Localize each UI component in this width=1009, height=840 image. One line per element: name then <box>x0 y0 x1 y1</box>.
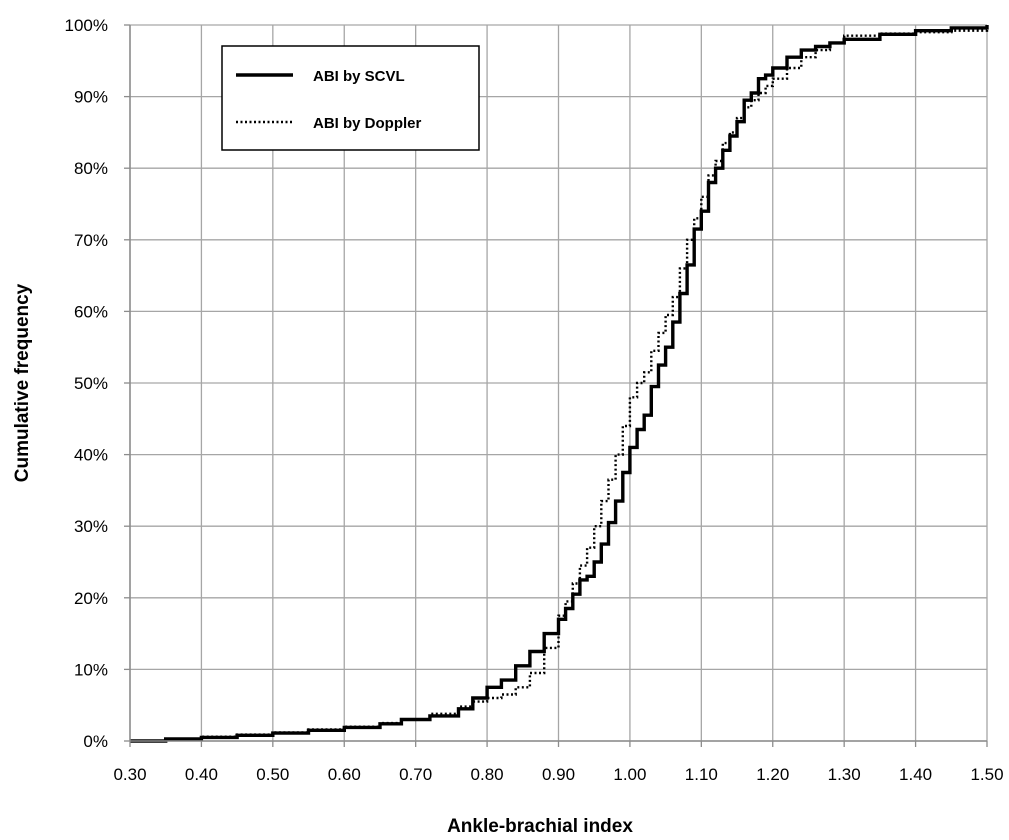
x-tick-label: 1.40 <box>899 765 932 784</box>
y-tick-label: 60% <box>74 302 108 321</box>
x-tick-label: 1.00 <box>613 765 646 784</box>
y-axis-tick-labels: 0% 10% 20% 30% 40% 50% 60% 70% 80% 90% 100% <box>65 16 108 751</box>
x-tick-label: 1.20 <box>756 765 789 784</box>
y-tick-label: 20% <box>74 589 108 608</box>
y-tick-label: 40% <box>74 446 108 465</box>
legend: ABI by SCVL ABI by Doppler <box>221 45 480 151</box>
x-tick-label: 0.30 <box>113 765 146 784</box>
y-tick-label: 0% <box>83 732 108 751</box>
y-tick-label: 50% <box>74 374 108 393</box>
x-tick-label: 1.10 <box>685 765 718 784</box>
y-tick-label: 100% <box>65 16 108 35</box>
x-tick-label: 0.70 <box>399 765 432 784</box>
axes <box>124 24 988 747</box>
legend-box <box>221 45 480 151</box>
x-tick-label: 0.90 <box>542 765 575 784</box>
x-tick-label: 0.40 <box>185 765 218 784</box>
series-line-scvl <box>130 25 989 743</box>
x-tick-label: 0.60 <box>328 765 361 784</box>
x-tick-label: 0.80 <box>471 765 504 784</box>
x-tick-label: 0.50 <box>256 765 289 784</box>
x-axis-label: Ankle-brachial index <box>447 816 633 837</box>
legend-label-scvl: ABI by SCVL <box>313 68 405 85</box>
x-axis-tick-labels: 0.30 0.40 0.50 0.60 0.70 0.80 0.90 1.00 1.10 1.20… <box>113 765 1003 784</box>
y-tick-label: 90% <box>74 88 108 107</box>
y-tick-label: 10% <box>74 660 108 679</box>
legend-label-doppler: ABI by Doppler <box>313 115 422 132</box>
x-tick-label: 1.50 <box>970 765 1003 784</box>
y-tick-label: 30% <box>74 517 108 536</box>
series-layer <box>130 25 989 743</box>
y-tick-label: 70% <box>74 231 108 250</box>
series-line-doppler <box>130 28 989 743</box>
y-axis-label: Cumulative frequency <box>12 283 33 482</box>
y-tick-label: 80% <box>74 159 108 178</box>
x-tick-label: 1.30 <box>828 765 861 784</box>
